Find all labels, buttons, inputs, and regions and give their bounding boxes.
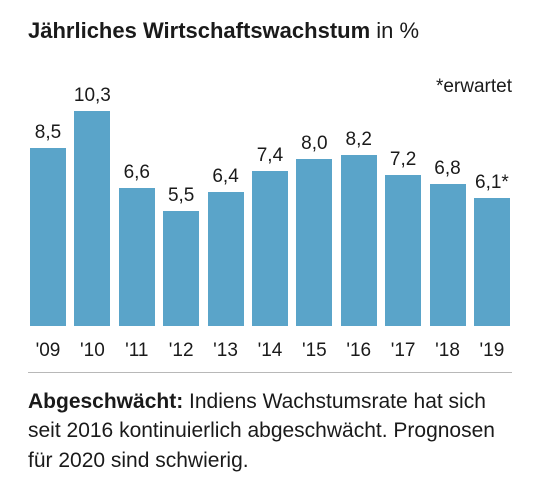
bar-col: 8,0 <box>294 133 334 326</box>
expected-note: *erwartet <box>436 76 512 98</box>
x-axis-label: '14 <box>250 340 290 362</box>
divider <box>28 372 512 373</box>
x-axis-label: '10 <box>72 340 112 362</box>
bar-rect <box>252 171 288 326</box>
x-axis-labels: '09'10'11'12'13'14'15'16'17'18'19 <box>28 340 512 362</box>
caption: Abgeschwächt: Indiens Wachstumsrate hat … <box>28 387 512 475</box>
x-axis-label: '12 <box>161 340 201 362</box>
bar-rect <box>430 184 466 326</box>
x-axis-label: '16 <box>339 340 379 362</box>
bar-col: 7,4 <box>250 145 290 326</box>
bar-value-label: 6,6 <box>124 162 150 184</box>
bar-value-label: 7,4 <box>257 145 283 167</box>
bar-value-label: 6,8 <box>434 158 460 180</box>
bar-col: 7,2 <box>383 149 423 326</box>
bar-rect <box>74 111 110 326</box>
bar-col: 6,4 <box>206 166 246 326</box>
chart-area: *erwartet 8,5 10,3 6,6 5,5 6,4 7,4 8,0 8,2 7,2 6,… <box>28 72 512 362</box>
bar-col: 5,5 <box>161 185 201 326</box>
bar-rect <box>385 175 421 326</box>
bar-col: 6,6 <box>117 162 157 326</box>
bar-rect <box>296 159 332 326</box>
bar-value-label: 8,5 <box>35 122 61 144</box>
chart-title: Jährliches Wirtschaftswachstum in % <box>28 18 512 44</box>
title-light: in % <box>370 18 419 43</box>
bar-rect <box>208 192 244 326</box>
bar-value-label: 7,2 <box>390 149 416 171</box>
bar-value-label: 10,3 <box>74 85 111 107</box>
bar-value-label: 8,0 <box>301 133 327 155</box>
x-axis-label: '15 <box>294 340 334 362</box>
x-axis-label: '18 <box>428 340 468 362</box>
x-axis-label: '19 <box>472 340 512 362</box>
x-axis-label: '13 <box>206 340 246 362</box>
bar-col: 10,3 <box>72 85 112 326</box>
bar-rect <box>474 198 510 326</box>
caption-bold: Abgeschwächt: <box>28 390 183 413</box>
bar-col: 6,8 <box>428 158 468 326</box>
title-bold: Jährliches Wirtschaftswachstum <box>28 18 370 43</box>
bar-rect <box>30 148 66 326</box>
bar-col: 6,1* <box>472 172 512 326</box>
x-axis-label: '17 <box>383 340 423 362</box>
bar-col: 8,2 <box>339 129 379 326</box>
bar-rect <box>341 155 377 326</box>
bar-rect <box>163 211 199 326</box>
bars-container: 8,510,36,65,56,47,48,08,27,26,86,1* <box>28 96 512 326</box>
bar-value-label: 5,5 <box>168 185 194 207</box>
bar-value-label: 6,1* <box>475 172 509 194</box>
bar-col: 8,5 <box>28 122 68 326</box>
bar-value-label: 8,2 <box>346 129 372 151</box>
bar-rect <box>119 188 155 326</box>
x-axis-label: '11 <box>117 340 157 362</box>
x-axis-label: '09 <box>28 340 68 362</box>
bar-value-label: 6,4 <box>212 166 238 188</box>
